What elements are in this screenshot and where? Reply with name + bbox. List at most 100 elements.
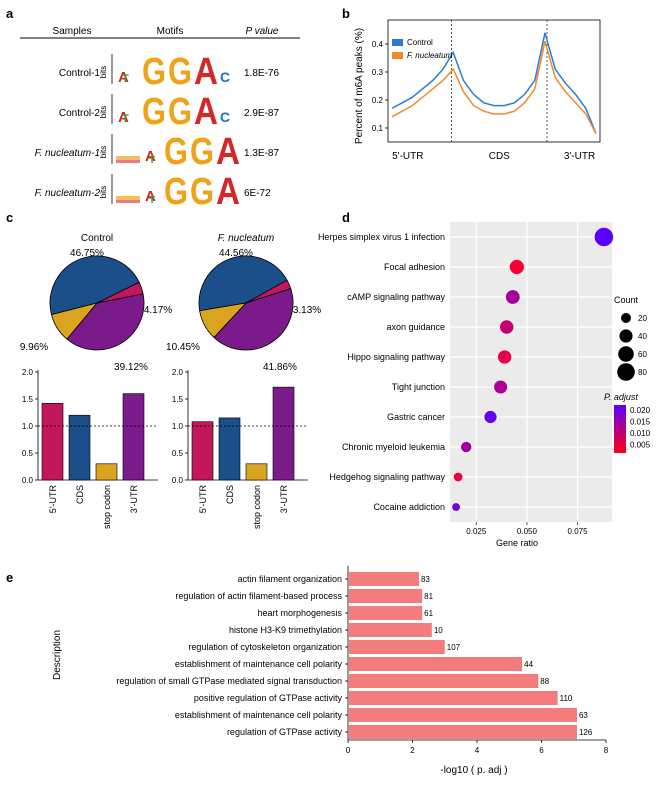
- logo-letter-A: A: [145, 148, 156, 165]
- category-label: positive regulation of GTPase activity: [194, 693, 343, 703]
- bar: [349, 691, 558, 705]
- category-label: regulation of small GTPase mediated sign…: [116, 676, 342, 686]
- bar: [349, 623, 432, 637]
- bar: [349, 674, 539, 688]
- region-label: 3'-UTR: [564, 151, 595, 162]
- bar: [349, 640, 445, 654]
- term-dot: [494, 380, 508, 394]
- bar-value-label: 126: [579, 728, 593, 737]
- sample-label: Control-1: [59, 68, 101, 79]
- logo-letter-A: A: [145, 188, 156, 205]
- bits-label: bits: [99, 146, 108, 158]
- plot-background: [450, 222, 612, 522]
- bar-value-label: 10: [434, 626, 443, 635]
- term-label: cAMP signaling pathway: [347, 292, 445, 302]
- bar: [272, 386, 295, 481]
- term-dot: [484, 410, 497, 424]
- logo-letter-C: C: [220, 109, 230, 125]
- color-legend-title: P. adjust: [604, 392, 638, 402]
- y-tick-label: 1.5: [22, 395, 34, 404]
- bar: [191, 421, 214, 481]
- bar-value-label: 61: [424, 609, 433, 618]
- pie-slice-label: 41.86%: [263, 362, 297, 373]
- size-legend-dot: [617, 363, 635, 381]
- legend-label: F. nucleatum: [407, 51, 453, 60]
- term-label: Chronic myeloid leukemia: [342, 442, 445, 452]
- panel-b-metagene-plot: 0.1 0.2 0.3 0.4 Percent of m6A peaks (%) 5'-U…: [354, 19, 601, 162]
- bar: [349, 572, 419, 586]
- color-legend-label: 0.015: [630, 418, 651, 427]
- x-tick-label: 2: [410, 746, 415, 755]
- category-label: regulation of cytoskeleton organization: [188, 642, 342, 652]
- pie-slice: [199, 302, 248, 338]
- y-tick-label: 2.0: [22, 368, 34, 377]
- pie-slice: [66, 293, 145, 351]
- sample-label: Control-2: [59, 108, 101, 119]
- category-label: CDS: [75, 485, 85, 504]
- category-label: regulation of actin filament-based proce…: [175, 591, 342, 601]
- logo-letter-A: A: [216, 171, 240, 213]
- category-label: establishment of maintenance cell polari…: [175, 659, 343, 669]
- term-label: Cocaine addiction: [373, 502, 445, 512]
- logo-letter-G: G: [164, 171, 188, 213]
- logo-letter-T: T: [122, 73, 129, 85]
- logo-letter-T: T: [149, 155, 155, 166]
- y-tick-label: 0.3: [372, 68, 384, 77]
- panel-d-kegg-dotplot: 0.025 0.050 0.075 Gene ratio Herpes simplex …: [318, 222, 651, 548]
- term-dot: [499, 320, 514, 334]
- pvalue-text: 2.9E-87: [244, 108, 279, 119]
- term-dot: [594, 227, 614, 247]
- bits-label: bits: [99, 186, 108, 198]
- y-tick-label: 0.0: [22, 476, 34, 485]
- bar: [218, 417, 241, 481]
- term-dot: [498, 350, 512, 364]
- category-label: 3'-UTR: [279, 485, 289, 514]
- y-tick-label: 0.5: [172, 449, 184, 458]
- plot-frame: [387, 19, 601, 143]
- x-tick-label: 8: [604, 746, 609, 755]
- category-label: histone H3-K9 trimethylation: [229, 625, 342, 635]
- bar: [349, 708, 577, 722]
- y-tick-label: 1.0: [22, 422, 34, 431]
- panel-letter-a: a: [6, 6, 14, 21]
- bar: [68, 414, 91, 481]
- logo-letter-A: A: [194, 51, 218, 93]
- x-tick-label: 6: [539, 746, 544, 755]
- legend-label: Control: [407, 38, 433, 47]
- size-legend-dot: [619, 329, 633, 343]
- logo-letter-A: A: [118, 109, 129, 126]
- category-label: heart morphogenesis: [257, 608, 342, 618]
- pie-slice: [213, 288, 294, 351]
- bar-value-label: 107: [447, 643, 461, 652]
- pie-slice: [50, 302, 99, 340]
- size-legend-label: 40: [638, 332, 647, 341]
- y-tick-label: 2.0: [172, 368, 184, 377]
- header-pvalue: P value: [246, 26, 279, 37]
- category-label: stop codon: [102, 485, 112, 529]
- x-tick-label: 0.025: [466, 527, 487, 536]
- bar-value-label: 44: [524, 660, 533, 669]
- y-axis-label: Percent of m6A peaks (%): [354, 28, 365, 144]
- pie-slice-label: 10.45%: [166, 342, 200, 353]
- logo-letter-A: A: [118, 69, 129, 86]
- region-label: CDS: [489, 151, 510, 162]
- panel-letter-e: e: [6, 570, 13, 585]
- x-tick-label: 4: [475, 746, 480, 755]
- bar-value-label: 110: [560, 694, 573, 703]
- category-label: 3'-UTR: [129, 485, 139, 514]
- term-label: Hedgehog signaling pathway: [329, 472, 445, 482]
- logo-noise: [116, 200, 140, 203]
- logo-letter-T: T: [149, 195, 155, 206]
- category-label: regulation of GTPase activity: [227, 727, 343, 737]
- term-label: Hippo signaling pathway: [347, 352, 445, 362]
- region-label: 5'-UTR: [392, 151, 423, 162]
- y-tick-label: 0.5: [22, 449, 34, 458]
- size-legend-label: 60: [638, 350, 647, 359]
- term-dot: [505, 290, 520, 304]
- pvalue-text: 1.8E-76: [244, 68, 279, 79]
- pvalue-text: 1.3E-87: [244, 148, 279, 159]
- size-legend-label: 20: [638, 314, 647, 323]
- x-axis-label: -log10 ( p. adj ): [440, 765, 507, 776]
- pie-slice: [198, 255, 288, 312]
